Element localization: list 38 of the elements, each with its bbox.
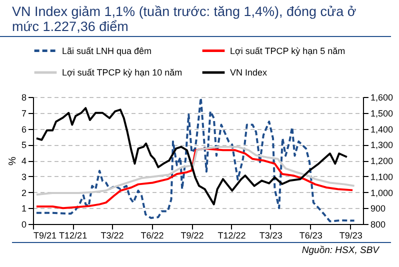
- legend-label: Lợi suất TPCP kỳ hạn 10 năm: [62, 68, 182, 78]
- y2-tick-label: 1,500: [370, 108, 394, 118]
- y-tick-label: 1: [21, 204, 26, 214]
- x-tick-label: T9/23: [339, 230, 362, 240]
- y-tick-label: 2: [21, 188, 26, 198]
- y2-tick-label: 1,100: [370, 172, 394, 182]
- legend-label: Lợi suất TPCP kỳ hạn 5 năm: [230, 46, 346, 56]
- chart-title: VN Index giảm 1,1% (tuần trước: tăng 1,4%), đóng cửa ở mức 1.227,36 điểm: [0, 0, 391, 37]
- x-tick-label: T9/22: [180, 230, 204, 240]
- x-tick-label: T3/22: [100, 230, 124, 240]
- x-tick-label: T12/22: [218, 230, 246, 240]
- y-tick-label: 5: [21, 140, 26, 150]
- y2-tick-label: 1,200: [370, 156, 394, 166]
- y-axis-title: %: [7, 156, 18, 166]
- text: Nguồn: HSX, SBV: [12, 242, 391, 256]
- y2-tick-label: 1,600: [370, 92, 394, 102]
- line-series: [35, 146, 356, 196]
- line-series: [35, 148, 354, 210]
- y2-tick-label: 900: [370, 204, 386, 214]
- legend-label: VN Index: [230, 68, 268, 78]
- y-tick-label: 3: [21, 172, 26, 182]
- y-tick-label: 7: [21, 108, 26, 118]
- y-tick-label: 6: [21, 124, 26, 134]
- x-tick-label: T3/23: [259, 230, 282, 240]
- x-tick-label: T9/21: [34, 230, 57, 240]
- y2-tick-label: 1,000: [370, 188, 394, 198]
- y-tick-label: 8: [21, 92, 26, 102]
- x-tick-label: T6/23: [299, 230, 322, 240]
- y2-tick-label: 800: [370, 220, 386, 230]
- y-tick-label: 4: [21, 156, 26, 166]
- x-tick-label: T12/21: [59, 230, 88, 240]
- y2-tick-label: 1,300: [370, 140, 394, 150]
- x-tick-label: T6/22: [140, 230, 164, 240]
- y-tick-label: 0: [21, 220, 26, 230]
- legend-label: Lãi suất LNH qua đêm: [62, 46, 152, 56]
- line-series: [35, 96, 356, 222]
- line-series: [35, 107, 348, 206]
- y2-tick-label: 1,400: [370, 124, 394, 134]
